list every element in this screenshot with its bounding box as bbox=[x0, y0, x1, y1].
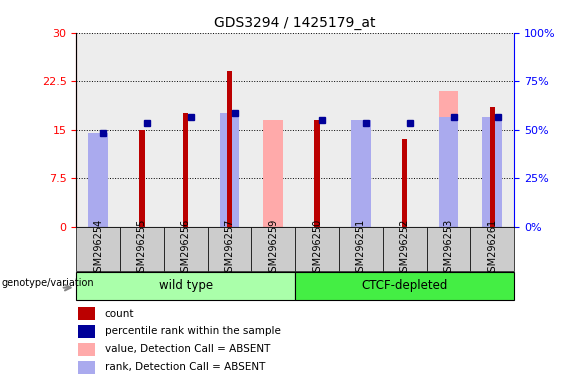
Text: GSM296257: GSM296257 bbox=[224, 219, 234, 278]
FancyBboxPatch shape bbox=[164, 227, 208, 271]
Bar bbox=[76, 33, 120, 227]
Bar bbox=[351, 120, 371, 227]
Text: value, Detection Call = ABSENT: value, Detection Call = ABSENT bbox=[105, 344, 270, 354]
Bar bbox=[78, 307, 95, 320]
Bar bbox=[208, 33, 251, 227]
Text: percentile rank within the sample: percentile rank within the sample bbox=[105, 326, 281, 336]
Bar bbox=[220, 117, 240, 227]
Bar bbox=[227, 71, 232, 227]
Text: GSM296252: GSM296252 bbox=[399, 219, 410, 278]
Bar bbox=[164, 33, 208, 227]
Bar bbox=[470, 33, 514, 227]
Text: GSM296261: GSM296261 bbox=[487, 219, 497, 278]
FancyBboxPatch shape bbox=[427, 227, 470, 271]
Text: GSM296250: GSM296250 bbox=[312, 219, 322, 278]
FancyBboxPatch shape bbox=[76, 272, 295, 300]
Text: GSM296254: GSM296254 bbox=[93, 219, 103, 278]
Bar bbox=[78, 361, 95, 374]
Bar bbox=[120, 33, 164, 227]
FancyBboxPatch shape bbox=[251, 227, 295, 271]
Bar bbox=[339, 33, 383, 227]
Bar bbox=[78, 325, 95, 338]
Bar bbox=[140, 130, 145, 227]
Text: rank, Detection Call = ABSENT: rank, Detection Call = ABSENT bbox=[105, 362, 265, 372]
Text: GSM296259: GSM296259 bbox=[268, 219, 279, 278]
Bar bbox=[88, 133, 108, 227]
Bar bbox=[183, 113, 188, 227]
Bar bbox=[220, 113, 240, 227]
FancyBboxPatch shape bbox=[76, 227, 120, 271]
FancyBboxPatch shape bbox=[339, 227, 383, 271]
Bar bbox=[351, 123, 371, 227]
Text: GSM296256: GSM296256 bbox=[181, 219, 191, 278]
Bar bbox=[483, 117, 502, 227]
Bar bbox=[295, 33, 339, 227]
FancyBboxPatch shape bbox=[470, 227, 514, 271]
Bar bbox=[438, 117, 458, 227]
Bar bbox=[263, 120, 283, 227]
Bar bbox=[88, 162, 108, 227]
Bar bbox=[315, 120, 320, 227]
Text: genotype/variation: genotype/variation bbox=[2, 278, 94, 288]
FancyBboxPatch shape bbox=[295, 272, 514, 300]
FancyBboxPatch shape bbox=[295, 227, 339, 271]
Bar bbox=[78, 343, 95, 356]
Text: GSM296251: GSM296251 bbox=[356, 219, 366, 278]
Text: CTCF-depleted: CTCF-depleted bbox=[362, 279, 448, 292]
FancyBboxPatch shape bbox=[383, 227, 427, 271]
Title: GDS3294 / 1425179_at: GDS3294 / 1425179_at bbox=[215, 16, 376, 30]
Bar bbox=[490, 107, 495, 227]
Bar bbox=[438, 91, 458, 227]
Text: GSM296255: GSM296255 bbox=[137, 219, 147, 278]
FancyBboxPatch shape bbox=[120, 227, 164, 271]
Text: wild type: wild type bbox=[159, 279, 213, 292]
Bar bbox=[383, 33, 427, 227]
Bar bbox=[402, 139, 407, 227]
Bar bbox=[251, 33, 295, 227]
Text: GSM296253: GSM296253 bbox=[444, 219, 454, 278]
Bar bbox=[427, 33, 470, 227]
Text: count: count bbox=[105, 309, 134, 319]
FancyBboxPatch shape bbox=[208, 227, 251, 271]
